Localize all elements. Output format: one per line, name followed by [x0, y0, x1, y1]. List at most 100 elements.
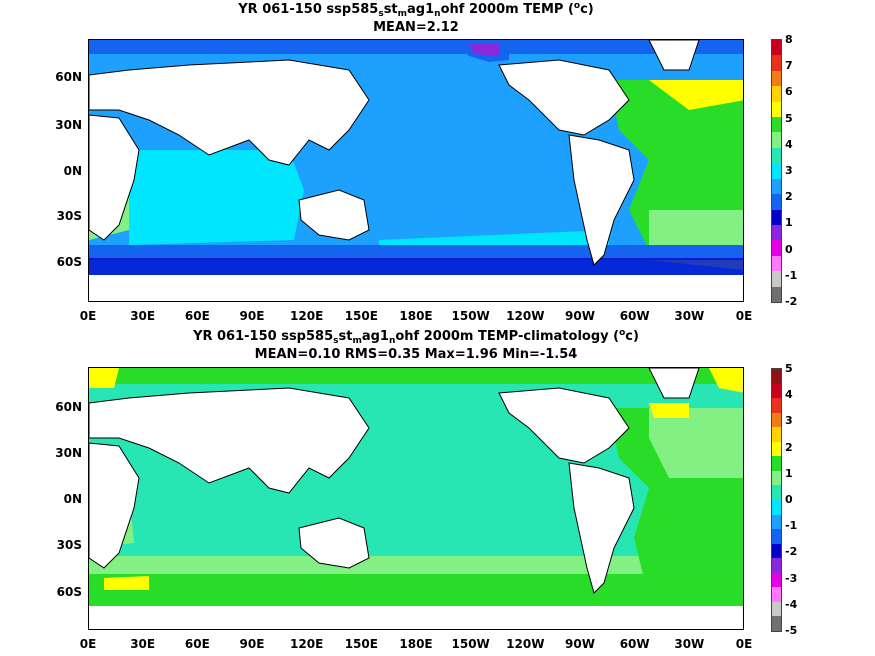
arctic-band: [89, 40, 743, 54]
australia: [298, 517, 370, 569]
colorbar-segment: [772, 543, 781, 559]
southern-yellow: [104, 576, 149, 590]
colorbar-label: 3: [785, 164, 793, 177]
colorbar-segment: [772, 441, 781, 457]
eurasia: [89, 59, 370, 166]
lon-tick-label: 120E: [290, 309, 324, 323]
colorbar-segment: [772, 572, 781, 588]
lon-tick-label: 150W: [451, 637, 490, 651]
colorbar-label: 2: [785, 440, 793, 454]
lon-tick-label: 120E: [290, 637, 324, 651]
panel1-map: [88, 39, 744, 302]
colorbar-segment: [772, 86, 781, 103]
lon-tick-label: 60E: [184, 309, 210, 323]
colorbar-segment: [772, 240, 781, 257]
australia: [298, 189, 370, 241]
colorbar-segment: [772, 271, 781, 288]
southern-ocean-blue: [89, 245, 743, 260]
lon-tick-label: 60W: [619, 637, 650, 651]
antarctica: [89, 275, 743, 301]
lon-tick-label: 90E: [239, 637, 265, 651]
south-america: [568, 134, 635, 266]
southern-ocean-deep: [89, 258, 743, 276]
colorbar-segment: [772, 383, 781, 399]
panel2-subtitle: MEAN=0.10 RMS=0.35 Max=1.96 Min=-1.54: [254, 347, 578, 362]
panel1-title: YR 061-150 ssp585sstmag1nohf 2000m TEMP …: [238, 1, 594, 19]
colorbar-label: -2: [785, 545, 798, 559]
labrador-yellow: [649, 403, 689, 418]
colorbar-segment: [772, 514, 781, 530]
lon-tick-label: 180E: [399, 309, 433, 323]
colorbar-segment: [772, 163, 781, 180]
arctic-yellow-right: [709, 368, 743, 393]
colorbar-label: 1: [785, 216, 793, 230]
southern-ocean-green: [89, 574, 743, 606]
colorbar-segment: [772, 529, 781, 545]
colorbar-segment: [772, 616, 781, 632]
panel2-lat-30S: 30S: [56, 538, 82, 552]
colorbar-segment: [772, 101, 781, 118]
colorbar-segment: [772, 601, 781, 617]
colorbar-label: 7: [785, 59, 793, 73]
greenland: [648, 40, 700, 71]
panel2-map: [88, 367, 744, 630]
colorbar-label: -4: [785, 597, 798, 611]
indian-ocean-cyan: [129, 150, 304, 245]
colorbar-label: -5: [785, 624, 798, 637]
colorbar-label: 4: [785, 388, 793, 402]
continents: [89, 40, 700, 266]
lon-tick-label: 180E: [399, 637, 433, 651]
lon-tick-label: 150E: [344, 637, 378, 651]
colorbar-label: 1: [785, 466, 793, 480]
colorbar-segment: [772, 194, 781, 211]
antarctica: [89, 606, 743, 629]
panel2-lat-0N: 0N: [63, 492, 82, 506]
panel2-map-svg: [89, 368, 743, 629]
arctic-purple: [469, 44, 499, 56]
colorbar-label: 8: [785, 33, 793, 46]
colorbar-segment: [772, 369, 781, 385]
lon-tick-label: 0E: [735, 309, 753, 323]
colorbar-segment: [772, 427, 781, 443]
lon-tick-label: 0E: [735, 637, 753, 651]
colorbar-label: 5: [785, 362, 793, 375]
lon-tick-label: 120W: [506, 637, 545, 651]
panel1-colorbar: [771, 39, 782, 303]
colorbar-segment: [772, 587, 781, 603]
colorbar-segment: [772, 470, 781, 486]
lon-tick-label: 120W: [506, 309, 545, 323]
panel2-title: YR 061-150 ssp585sstmag1nohf 2000m TEMP-…: [193, 328, 639, 346]
colorbar-label: 3: [785, 414, 793, 428]
colorbar-label: 6: [785, 85, 793, 99]
panel1-lat-30N: 30N: [55, 118, 82, 132]
atlantic-yellow: [649, 80, 743, 110]
greenland: [648, 368, 700, 399]
colorbar-segment: [772, 398, 781, 414]
colorbar-segment: [772, 132, 781, 149]
panel2-lat-60S: 60S: [56, 585, 82, 599]
arctic-yellow-left: [89, 368, 119, 388]
lon-tick-label: 30W: [674, 637, 705, 651]
colorbar-label: 5: [785, 111, 793, 125]
colorbar-segment: [772, 117, 781, 133]
south-belt-lightgreen: [89, 556, 743, 574]
lon-tick-label: 0E: [79, 637, 97, 651]
panel1-lat-30S: 30S: [56, 209, 82, 223]
africa: [89, 442, 140, 569]
north-america: [498, 387, 630, 464]
colorbar-label: -1: [785, 268, 798, 282]
colorbar-segment: [772, 412, 781, 428]
lon-tick-label: 30E: [130, 637, 156, 651]
colorbar-label: -3: [785, 571, 798, 585]
lon-tick-label: 60E: [184, 637, 210, 651]
lon-tick-label: 90W: [565, 309, 595, 323]
continents: [89, 368, 700, 594]
south-america: [568, 462, 635, 594]
colorbar-label: -1: [785, 519, 798, 533]
panel2-lat-60N: 60N: [55, 400, 82, 414]
lon-tick-label: 150W: [451, 309, 490, 323]
panel1-lat-60S: 60S: [56, 255, 82, 269]
colorbar-segment: [772, 286, 781, 303]
colorbar-segment: [772, 209, 781, 226]
lon-tick-label: 60W: [619, 309, 650, 323]
